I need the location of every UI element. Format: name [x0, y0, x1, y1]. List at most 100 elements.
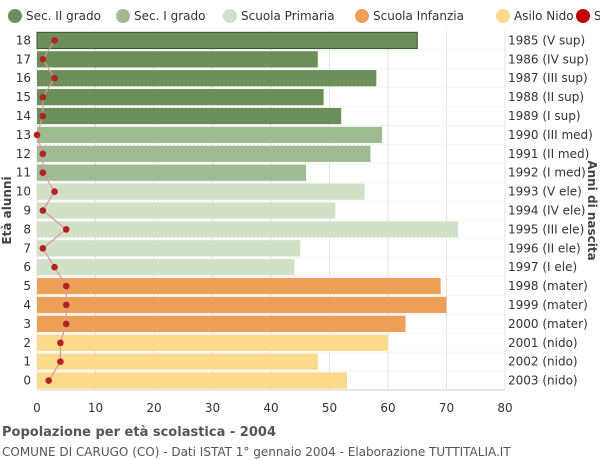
stranieri-point-age-3	[62, 320, 70, 328]
x-tick-30: 30	[205, 401, 220, 415]
chart-source: COMUNE DI CARUGO (CO) - Dati ISTAT 1° ge…	[2, 445, 511, 459]
y-tick-birth-17: 1986 (IV sup)	[508, 52, 589, 66]
x-tick-50: 50	[322, 401, 337, 415]
bar-age-10	[37, 183, 365, 200]
stranieri-point-age-17	[39, 56, 47, 63]
y-tick-birth-4: 1999 (mater)	[508, 298, 588, 312]
y-tick-age-13: 13	[16, 128, 31, 142]
stranieri-point-age-10	[51, 188, 58, 195]
school-age-chart: Sec. II grado Sec. I grado Scuola Primaria…	[0, 9, 600, 415]
y-tick-birth-18: 1985 (V sup)	[508, 33, 585, 47]
y-tick-age-2: 2	[23, 336, 31, 350]
stranieri-point-age-15	[39, 93, 47, 101]
y-tick-birth-15: 1988 (II sup)	[508, 90, 584, 104]
legend-swatch-4	[496, 9, 510, 23]
y-tick-birth-1: 2002 (nido)	[508, 355, 578, 369]
bar-age-2	[37, 334, 388, 351]
bar-age-14	[37, 107, 342, 125]
x-tick-20: 20	[146, 401, 161, 415]
bar-age-16	[37, 70, 377, 87]
stranieri-point-age-1	[57, 358, 64, 365]
y-tick-age-16: 16	[16, 71, 31, 85]
y-tick-age-12: 12	[16, 147, 31, 161]
y-tick-age-7: 7	[23, 241, 31, 255]
legend-swatch-5	[576, 9, 590, 23]
legend-swatch-1	[116, 9, 130, 23]
y-axis-title-left: Età alunni	[0, 176, 14, 244]
y-tick-age-17: 17	[16, 52, 31, 66]
stranieri-point-age-6	[51, 263, 58, 271]
stranieri-point-age-5	[62, 282, 70, 290]
stranieri-point-age-12	[39, 150, 47, 158]
legend-label-4: Asilo Nido	[514, 9, 574, 23]
y-tick-birth-14: 1989 (I sup)	[508, 109, 581, 123]
y-tick-age-5: 5	[23, 279, 31, 293]
stranieri-point-age-16	[51, 74, 58, 82]
stranieri-point-age-11	[39, 169, 47, 177]
legend-label-1: Sec. I grado	[134, 9, 205, 23]
y-tick-age-8: 8	[23, 222, 31, 236]
y-tick-birth-0: 2003 (nido)	[508, 374, 578, 388]
x-tick-70: 70	[439, 401, 454, 415]
y-tick-age-6: 6	[23, 260, 31, 274]
bar-age-15	[37, 89, 324, 106]
y-tick-birth-13: 1990 (III med)	[508, 128, 593, 142]
y-tick-age-14: 14	[16, 109, 31, 123]
y-tick-birth-8: 1995 (III ele)	[508, 222, 584, 236]
stranieri-point-age-8	[62, 226, 70, 233]
bar-age-3	[37, 315, 406, 332]
stranieri-point-age-7	[39, 244, 47, 252]
stranieri-point-age-14	[39, 112, 47, 120]
bar-age-4	[37, 296, 447, 314]
y-tick-age-10: 10	[16, 185, 31, 199]
stranieri-point-age-0	[45, 377, 52, 384]
bar-age-18	[36, 31, 418, 50]
y-tick-age-11: 11	[16, 166, 31, 180]
y-tick-age-1: 1	[23, 355, 31, 369]
bar-age-1	[37, 353, 318, 370]
stranieri-point-age-4	[62, 301, 70, 309]
bar-age-8	[37, 221, 459, 238]
y-tick-age-9: 9	[23, 204, 31, 218]
y-tick-birth-9: 1994 (IV ele)	[508, 204, 585, 218]
legend-label-3: Scuola Infanzia	[373, 9, 464, 23]
y-tick-birth-16: 1987 (III sup)	[508, 71, 588, 85]
y-axis-title-right: Anni di nascita	[585, 160, 599, 260]
bar-age-17	[37, 51, 318, 68]
y-tick-birth-7: 1996 (II ele)	[508, 241, 581, 255]
y-tick-age-15: 15	[16, 90, 31, 104]
stranieri-point-age-18	[51, 37, 58, 44]
y-tick-age-18: 18	[16, 33, 31, 47]
y-tick-birth-6: 1997 (I ele)	[508, 260, 577, 274]
bar-age-7	[37, 240, 301, 257]
legend-swatch-0	[8, 9, 22, 23]
y-tick-age-0: 0	[23, 374, 31, 388]
y-tick-birth-10: 1993 (V ele)	[508, 185, 582, 199]
x-tick-60: 60	[380, 401, 395, 415]
bar-age-0	[37, 372, 348, 389]
bar-age-6	[37, 259, 295, 276]
y-tick-age-3: 3	[23, 317, 31, 331]
legend-label-2: Scuola Primaria	[241, 9, 335, 23]
bar-age-9	[37, 202, 336, 219]
x-tick-0: 0	[33, 401, 41, 415]
y-tick-birth-2: 2001 (nido)	[508, 336, 578, 350]
stranieri-point-age-13	[33, 131, 41, 139]
stranieri-point-age-2	[57, 339, 64, 347]
legend-label-5: Stranieri	[594, 9, 600, 23]
x-tick-10: 10	[88, 401, 103, 415]
y-tick-birth-11: 1992 (I med)	[508, 166, 586, 180]
stranieri-point-age-9	[39, 207, 47, 214]
bar-age-11	[37, 164, 307, 181]
legend-swatch-2	[223, 9, 237, 23]
bar-age-12	[37, 145, 371, 162]
x-tick-40: 40	[263, 401, 278, 415]
y-tick-birth-3: 2000 (mater)	[508, 317, 588, 331]
y-tick-birth-5: 1998 (mater)	[508, 279, 588, 293]
legend-label-0: Sec. II grado	[26, 9, 101, 23]
bar-age-13	[37, 126, 383, 144]
x-tick-80: 80	[497, 401, 512, 415]
y-tick-age-4: 4	[23, 298, 31, 312]
chart-title: Popolazione per età scolastica - 2004	[2, 425, 276, 440]
bar-age-5	[37, 277, 441, 295]
